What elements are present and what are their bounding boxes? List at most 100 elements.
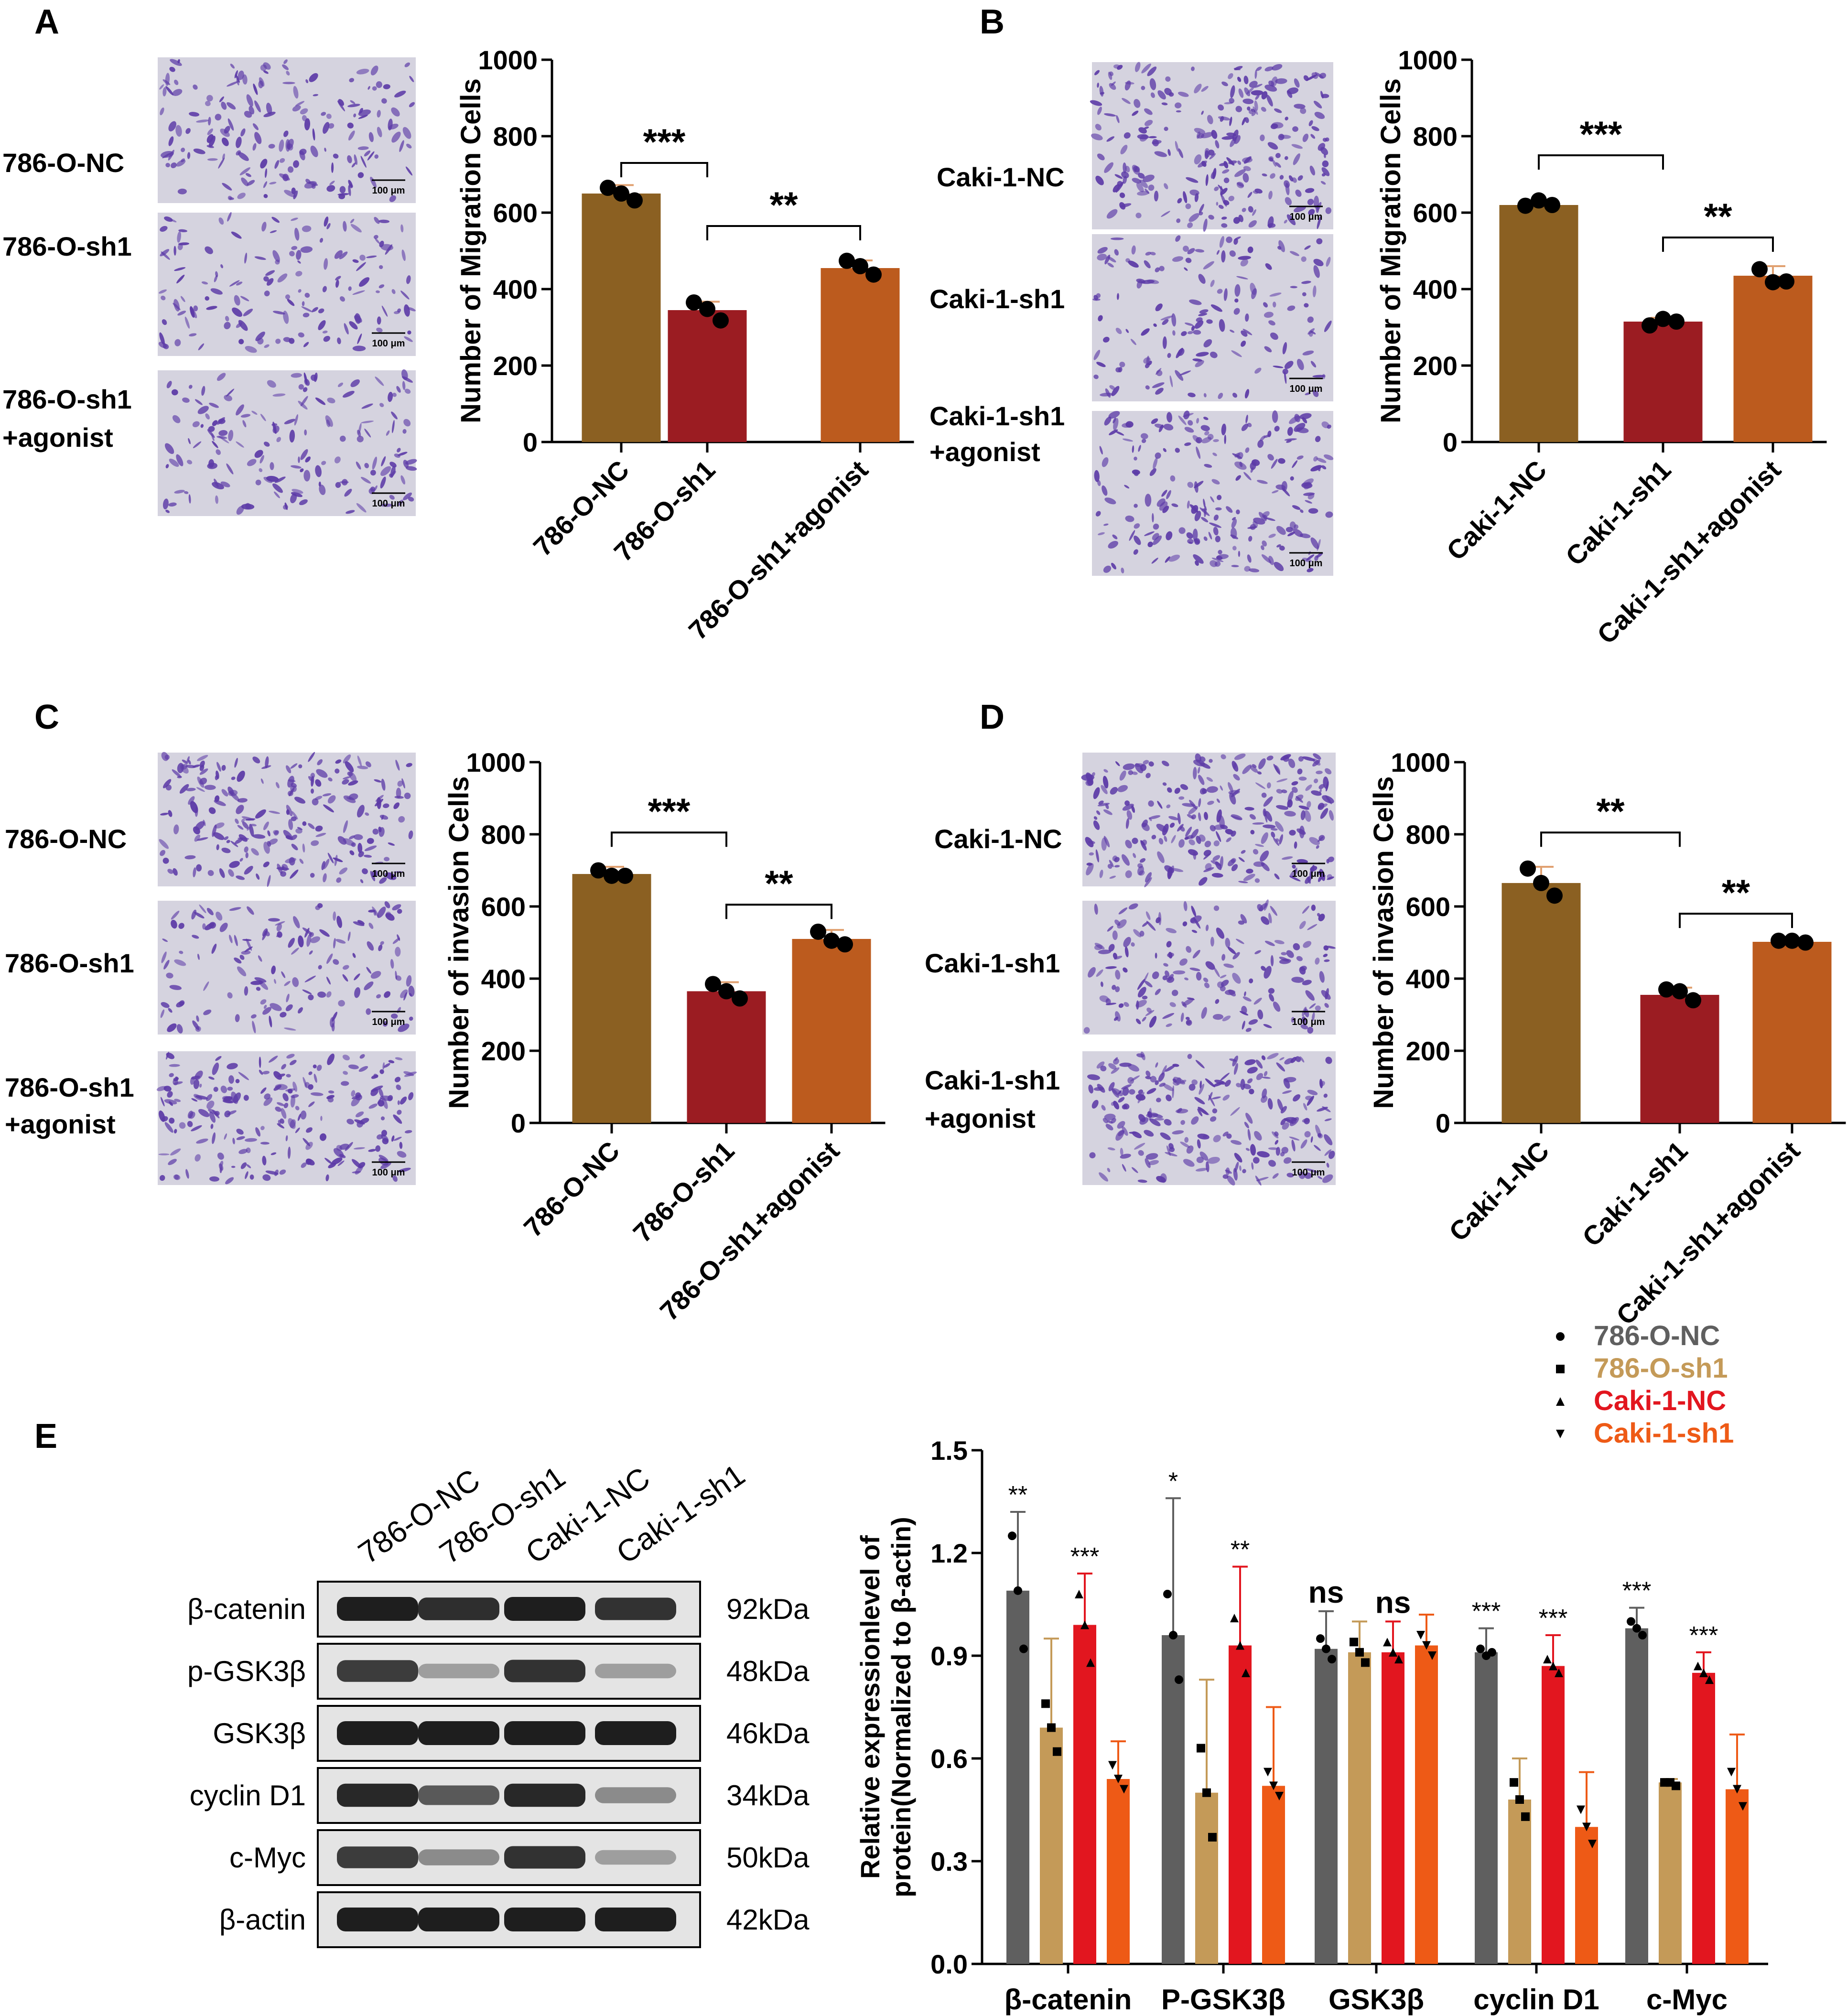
stained-cell [1176, 110, 1181, 113]
stained-cell [1222, 1094, 1230, 1101]
stained-cell [1143, 760, 1149, 765]
data-point [1114, 1775, 1123, 1783]
micrograph-786-sh1-migration: 100 μm [158, 212, 416, 356]
stained-cell [234, 957, 242, 964]
stained-cell [227, 1063, 238, 1069]
stained-cell [275, 1084, 288, 1090]
band-name: β-actin [219, 1904, 306, 1936]
stained-cell [1226, 506, 1233, 513]
stained-cell [194, 912, 205, 919]
stained-cell [291, 492, 303, 497]
stained-cell [159, 84, 164, 90]
stained-cell [254, 132, 262, 144]
stained-cell [1289, 251, 1299, 256]
stained-cell [1157, 851, 1165, 863]
stained-cell [279, 158, 285, 163]
stained-cell [404, 792, 411, 799]
stained-cell [229, 907, 241, 911]
stained-cell [1319, 869, 1326, 881]
stained-cell [1208, 215, 1214, 220]
stained-cell [1278, 240, 1285, 252]
stained-cell [1289, 1136, 1300, 1141]
stained-cell [1109, 385, 1115, 390]
stained-cell [1261, 1055, 1266, 1060]
stained-cell [1286, 214, 1296, 226]
stained-cell [1276, 789, 1283, 794]
stained-cell [1141, 86, 1145, 90]
stained-cell [270, 1152, 277, 1155]
stained-cell [203, 981, 209, 991]
stained-cell [259, 455, 264, 464]
stained-cell [187, 1121, 193, 1127]
stained-cell [1149, 1015, 1157, 1028]
stained-cell [295, 271, 302, 277]
stained-cell [219, 96, 224, 102]
data-point [1202, 1788, 1211, 1797]
y-tick-label: 1000 [1398, 45, 1458, 75]
stained-cell [1175, 140, 1179, 152]
stained-cell [1144, 126, 1149, 129]
stained-cell [198, 1109, 210, 1117]
stained-cell [389, 495, 395, 500]
stained-cell [1168, 816, 1178, 820]
bar [1107, 1779, 1130, 1964]
stained-cell [222, 183, 232, 191]
stained-cell [1198, 775, 1205, 785]
stained-cell [1285, 117, 1288, 121]
stained-cell [162, 498, 169, 510]
stained-cell [1312, 759, 1320, 767]
stained-cell [1093, 295, 1098, 301]
stained-cell [1148, 360, 1152, 366]
stained-cell [1203, 536, 1208, 541]
stained-cell [1291, 1017, 1295, 1023]
stained-cell [1277, 246, 1282, 250]
stained-cell [1239, 1165, 1242, 1171]
stained-cell [244, 946, 253, 952]
stained-cell [334, 250, 343, 259]
stained-cell [356, 68, 369, 75]
stained-cell [180, 764, 189, 774]
stained-cell [209, 402, 219, 408]
stained-cell [1214, 1079, 1226, 1085]
stained-cell [1175, 370, 1184, 381]
stained-cell [1204, 982, 1210, 989]
stained-cell [1220, 188, 1228, 195]
stained-cell [236, 1136, 245, 1140]
stained-cell [1148, 184, 1155, 191]
stained-cell [377, 316, 381, 325]
stained-cell [161, 752, 169, 761]
stained-cell [224, 322, 231, 330]
stained-cell [343, 776, 351, 780]
stained-cell [185, 128, 191, 134]
stained-cell [1292, 787, 1298, 793]
stained-cell [401, 249, 406, 261]
stained-cell [400, 1096, 407, 1105]
stained-cell [246, 94, 253, 107]
stained-cell [352, 953, 356, 958]
stained-cell [229, 280, 240, 287]
stained-cell [353, 921, 365, 926]
stained-cell [1279, 959, 1291, 964]
stained-cell [1194, 84, 1202, 94]
stained-cell [1325, 207, 1332, 214]
stained-cell [1214, 186, 1219, 191]
stained-cell [1129, 530, 1135, 541]
y-tick-label: 0.0 [930, 1949, 968, 1979]
stained-cell [222, 137, 229, 146]
data-point [1668, 313, 1685, 330]
stained-cell [1244, 1121, 1249, 1129]
stained-cell [357, 765, 368, 769]
stained-cell [1168, 554, 1180, 562]
stained-cell [1197, 766, 1200, 774]
stained-cell [196, 864, 202, 872]
stained-cell [1232, 972, 1241, 984]
data-point [1389, 1648, 1397, 1657]
stained-cell [1144, 119, 1153, 126]
scale-bar-label: 100 μm [1292, 869, 1325, 879]
stained-cell [354, 987, 361, 998]
stained-cell [1253, 1157, 1260, 1164]
stained-cell [304, 429, 307, 436]
stained-cell [1154, 151, 1167, 157]
stained-cell [1211, 1096, 1221, 1100]
stained-cell [1120, 145, 1128, 154]
